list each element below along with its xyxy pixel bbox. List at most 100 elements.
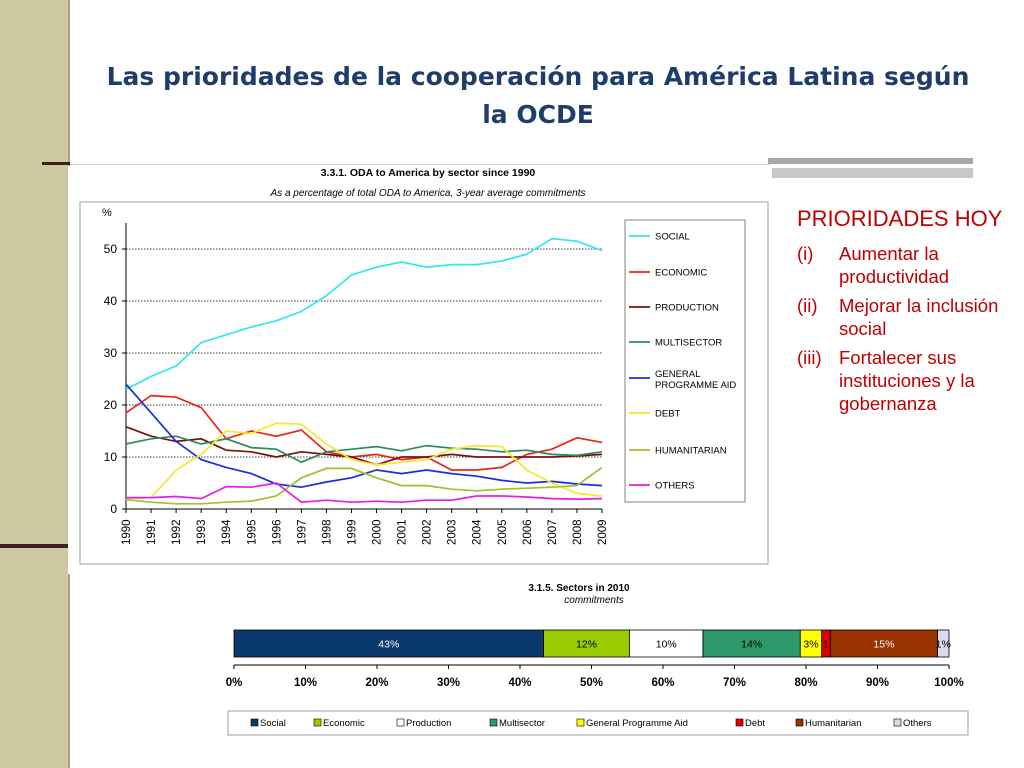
priority-number: (ii) [797, 295, 818, 316]
line-chart-subtitle: As a percentage of total ODA to America,… [270, 188, 586, 199]
bar-legend-label: Production [406, 718, 451, 729]
left-accent-bar [0, 0, 68, 768]
x-tick-label: 1990 [121, 519, 133, 545]
x-tick-label: 2006 [522, 519, 534, 545]
bar-legend-swatch [313, 718, 322, 727]
x-tick-label: 2005 [497, 519, 509, 545]
priority-text: Aumentar la productividad [839, 243, 950, 287]
x-tick-label: 2004 [472, 519, 484, 545]
priority-number: (i) [797, 243, 814, 264]
series-line-economic [125, 394, 603, 471]
bar-tick-label: 60% [651, 677, 674, 689]
bar-legend-swatch [795, 718, 804, 727]
priority-number: (iii) [797, 347, 822, 368]
title-rule-right-light [768, 168, 973, 178]
bar-segment-others [937, 629, 950, 658]
priority-item: (ii) Mejorar la inclusión social [797, 294, 1012, 340]
y-tick-label: 30 [104, 346, 118, 360]
bar-tick-label: 50% [580, 677, 603, 689]
legend-label: DEBT [655, 409, 681, 420]
bar-tick-label: 80% [794, 677, 817, 689]
x-tick-label: 2007 [547, 519, 559, 545]
title-rule-right-dark [768, 158, 973, 164]
legend-label: MULTISECTOR [655, 338, 722, 349]
bar-segment-label: 12% [576, 639, 597, 651]
legend-label: PRODUCTION [655, 303, 719, 314]
x-tick-label: 2008 [572, 519, 584, 545]
bar-segment-label: 10% [656, 639, 677, 651]
x-tick-label: 1996 [271, 519, 283, 545]
bar-legend-swatch [893, 718, 902, 727]
x-tick-label: 2000 [372, 519, 384, 545]
bar-legend-label: General Programme Aid [586, 718, 688, 729]
bar-tick-label: 40% [508, 677, 531, 689]
bar-tick-label: 100% [934, 677, 963, 689]
oda-line-chart: 3.3.1. ODA to America by sector since 19… [79, 167, 769, 565]
x-tick-label: 1995 [246, 519, 258, 545]
line-plot-frame [79, 201, 769, 565]
y-tick-label: 50 [104, 242, 118, 256]
bar-legend-label: Social [260, 718, 286, 729]
bar-tick-label: 90% [866, 677, 889, 689]
priority-text: Mejorar la inclusión social [839, 295, 999, 339]
x-tick-label: 1991 [146, 519, 158, 545]
y-axis-label: % [102, 207, 112, 219]
slide-title: Las prioridades de la cooperación para A… [106, 62, 970, 129]
bar-legend-label: Humanitarian [805, 718, 862, 729]
title-rule-left [42, 162, 70, 165]
x-tick-label: 1992 [171, 519, 183, 545]
priorities-heading: PRIORIDADES HOY [797, 206, 1003, 231]
bar-segment-label: 1% [936, 639, 951, 651]
legend-label: HUMANITARIAN [655, 446, 727, 457]
bar-tick-label: 30% [437, 677, 460, 689]
bar-segment-label: 14% [741, 639, 762, 651]
legend-label: OTHERS [655, 481, 695, 492]
bar-segment-humanitarian [829, 629, 938, 658]
sectors-2010-bar-chart: 3.1.5. Sectors in 2010 commitments 43% 12… [226, 583, 969, 736]
series-line-production [125, 426, 603, 466]
line-legend-box [624, 219, 746, 503]
bar-legend-label: Multisector [499, 718, 545, 729]
bar-legend-box [227, 710, 969, 736]
bar-segment-label: 1 [823, 639, 829, 651]
bar-segment-label: 43% [378, 639, 399, 651]
y-tick-label: 40 [104, 294, 118, 308]
priority-item: (iii) Fortalecer sus instituciones y la … [797, 346, 1012, 415]
line-chart-title: 3.3.1. ODA to America by sector since 19… [321, 167, 536, 179]
bar-tick-label: 10% [294, 677, 317, 689]
bar-tick-label: 0% [226, 677, 243, 689]
x-tick-label: 1993 [196, 519, 208, 545]
x-tick-label: 1998 [321, 519, 333, 545]
legend-label: GENERAL PROGRAMME AID [655, 369, 736, 391]
priorities-panel: PRIORIDADES HOY (i) Aumentar la producti… [797, 205, 1012, 421]
bar-segment-production [628, 629, 704, 658]
priority-text: Fortalecer sus instituciones y la gobern… [839, 347, 975, 414]
left-rule-bottom [0, 544, 70, 548]
series-line-multisector [125, 435, 603, 464]
bar-legend-swatch [396, 718, 405, 727]
x-tick-label: 1994 [221, 519, 233, 545]
bar-segment-social [233, 629, 544, 658]
series-line-social [125, 237, 603, 391]
x-tick-label: 2003 [447, 519, 459, 545]
y-tick-label: 0 [110, 502, 117, 516]
y-tick-label: 10 [104, 450, 118, 464]
series-line-debt [125, 422, 603, 500]
bar-legend-swatch [489, 718, 498, 727]
priority-item: (i) Aumentar la productividad [797, 242, 1012, 288]
bar-legend-label: Debt [745, 718, 765, 729]
bar-tick-label: 70% [723, 677, 746, 689]
bar-legend-swatch [576, 718, 585, 727]
bar-chart-title: 3.1.5. Sectors in 2010 [528, 583, 630, 594]
bar-legend-swatch [735, 718, 744, 727]
series-line-humanitarian [125, 466, 603, 505]
x-tick-label: 2001 [397, 519, 409, 545]
bar-legend-swatch [250, 718, 259, 727]
bar-chart-subtitle: commitments [564, 595, 623, 606]
y-tick-label: 20 [104, 398, 118, 412]
bar-tick-label: 20% [365, 677, 388, 689]
bar-legend-label: Economic [323, 718, 365, 729]
legend-label: SOCIAL [655, 232, 690, 243]
legend-label: ECONOMIC [655, 268, 707, 279]
bar-segment-label: 15% [873, 639, 894, 651]
